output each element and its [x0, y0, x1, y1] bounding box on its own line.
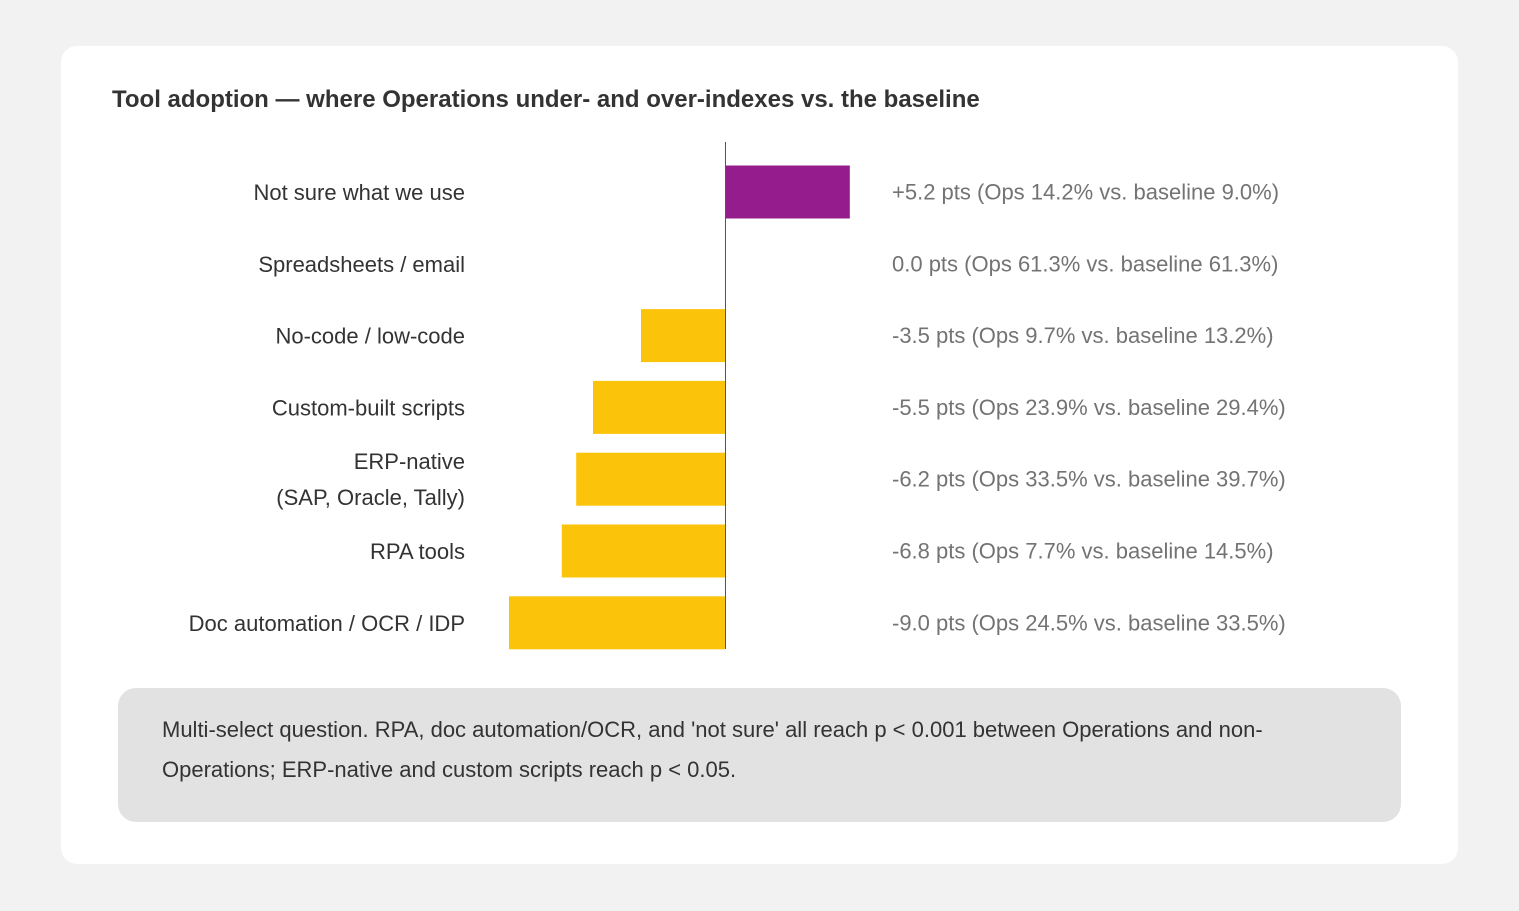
- value-label-6: -9.0 pts (Ops 24.5% vs. baseline 33.5%): [892, 610, 1286, 635]
- footnote-text: Multi-select question. RPA, doc automati…: [162, 717, 1263, 782]
- bar-3: [593, 380, 725, 434]
- value-label-3: -5.5 pts (Ops 23.9% vs. baseline 29.4%): [892, 395, 1286, 420]
- bar-2: [641, 309, 725, 363]
- category-label-0: Not sure what we use: [253, 180, 465, 205]
- bar-4: [576, 452, 725, 506]
- bar-0: [725, 165, 850, 219]
- chart-card: Tool adoption — where Operations under- …: [61, 46, 1458, 864]
- category-label-1: Spreadsheets / email: [258, 251, 465, 276]
- value-label-4: -6.2 pts (Ops 33.5% vs. baseline 39.7%): [892, 467, 1286, 492]
- bar-chart: Not sure what we use +5.2 pts (Ops 14.2% …: [189, 142, 1286, 650]
- value-label-0: +5.2 pts (Ops 14.2% vs. baseline 9.0%): [892, 180, 1279, 205]
- category-label-3: Custom-built scripts: [272, 395, 465, 420]
- footnote-panel: Multi-select question. RPA, doc automati…: [118, 688, 1401, 822]
- category-label-2: No-code / low-code: [275, 323, 465, 348]
- chart-title: Tool adoption — where Operations under- …: [112, 86, 980, 113]
- category-label-5: RPA tools: [370, 539, 465, 564]
- value-label-2: -3.5 pts (Ops 9.7% vs. baseline 13.2%): [892, 323, 1274, 348]
- bar-6: [509, 596, 725, 650]
- value-label-5: -6.8 pts (Ops 7.7% vs. baseline 14.5%): [892, 539, 1274, 564]
- category-label-6: Doc automation / OCR / IDP: [189, 610, 465, 635]
- bar-5: [561, 524, 725, 578]
- value-label-1: 0.0 pts (Ops 61.3% vs. baseline 61.3%): [892, 251, 1278, 276]
- category-label-4: ERP-native (SAP, Oracle, Tally): [276, 449, 465, 510]
